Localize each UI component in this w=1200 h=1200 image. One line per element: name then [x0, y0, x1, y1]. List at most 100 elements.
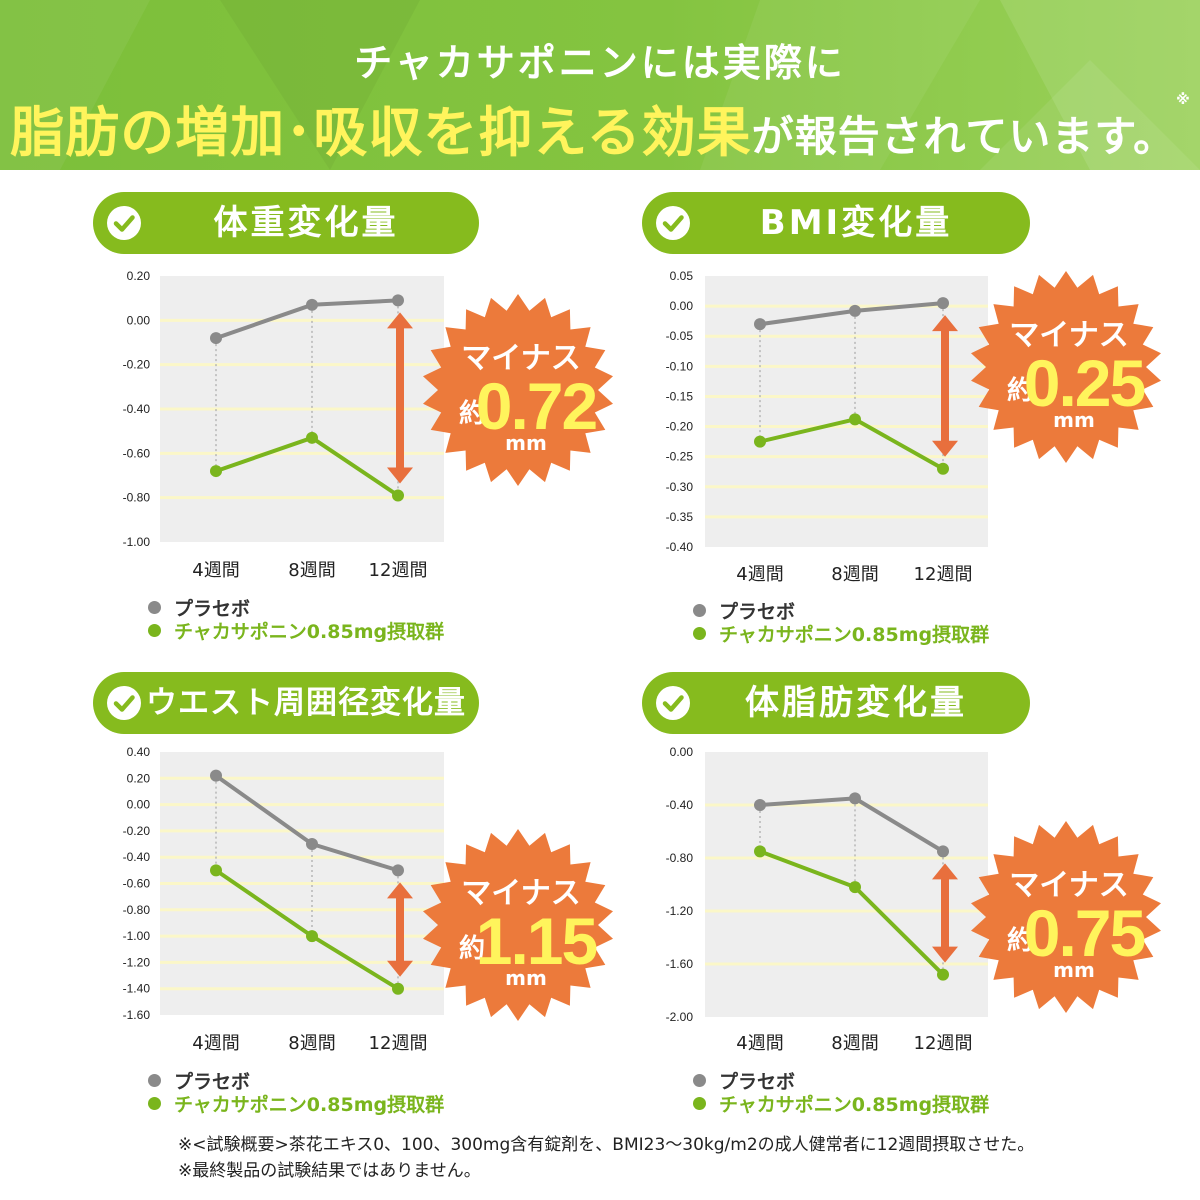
badge-prefix: 約	[1007, 925, 1033, 956]
badge-starburst	[423, 294, 613, 486]
check-circle-icon	[107, 686, 141, 720]
y-tick-label: -0.40	[666, 540, 694, 554]
legend-dot-green	[148, 1097, 161, 1110]
y-tick-label: -1.60	[123, 1008, 151, 1022]
header-facets	[0, 0, 1200, 170]
data-point-placebo	[306, 298, 318, 311]
y-tick-label: -0.30	[666, 480, 694, 494]
badge-prefix: 約	[459, 933, 485, 964]
panel-title-weight: 体重変化量	[213, 203, 399, 243]
y-tick-label: -1.00	[123, 535, 151, 549]
y-tick-label: -0.60	[123, 877, 151, 891]
badge-starburst	[971, 821, 1161, 1013]
header-line-1: チャカサポニンには実際に	[354, 41, 846, 85]
header-highlight: 脂肪の増加･吸収を抑える効果	[10, 101, 752, 164]
x-tick-label: 8週間	[831, 1033, 878, 1054]
badge-label: マイナス	[1009, 318, 1128, 353]
x-tick-label: 12週間	[914, 1033, 973, 1054]
panel-title-waist: ウエスト周囲径変化量	[146, 685, 466, 721]
legend-label-placebo: プラセボ	[174, 1071, 251, 1093]
footnote-2: ※最終製品の試験結果ではありません。	[178, 1161, 481, 1181]
legend-bmi: プラセボ チャカサポニン0.85mg摂取群	[693, 599, 989, 646]
legend-dot-gray	[148, 1074, 161, 1087]
legend-item-treatment: チャカサポニン0.85mg摂取群	[693, 622, 989, 646]
arrow-head-up-icon	[932, 863, 958, 880]
badge-unit: mm	[505, 431, 547, 455]
legend-label-placebo: プラセボ	[719, 1071, 796, 1093]
legend-item-treatment: チャカサポニン0.85mg摂取群	[148, 619, 445, 643]
y-tick-label: 0.00	[670, 299, 694, 313]
data-point-treatment	[754, 435, 766, 448]
legend-label-treatment: チャカサポニン0.85mg摂取群	[174, 621, 445, 643]
legend-label-placebo: プラセボ	[174, 598, 251, 620]
legend-label-treatment: チャカサポニン0.85mg摂取群	[719, 1094, 990, 1116]
y-tick-label: 0.00	[127, 313, 151, 327]
legend-item-placebo: プラセボ	[148, 596, 444, 620]
check-circle-icon	[107, 206, 141, 240]
check-circle-icon	[656, 686, 690, 720]
legend-dot-gray	[693, 604, 706, 617]
legend-waist: プラセボ チャカサポニン0.85mg摂取群	[148, 1069, 445, 1116]
badge-prefix: 約	[1007, 375, 1033, 406]
badge-value: 1.15	[476, 904, 597, 978]
x-tick-label: 4週間	[736, 1033, 783, 1054]
panel-title-pill-weight: 体重変化量	[93, 192, 479, 254]
badge-unit: mm	[1053, 958, 1095, 982]
arrow-head-down-icon	[932, 440, 958, 457]
data-point-placebo	[849, 304, 861, 317]
chart-1: 0.05 0.00 -0.05 -0.10 -0.15 -0.20 -0.25 -0.30 -0…	[666, 269, 1161, 585]
data-point-placebo	[210, 769, 222, 782]
legend-item-treatment: チャカサポニン0.85mg摂取群	[148, 1092, 445, 1116]
data-point-treatment	[210, 465, 222, 478]
data-point-treatment	[306, 431, 318, 444]
y-tick-label: 0.20	[127, 269, 151, 283]
y-tick-label: -0.40	[123, 402, 151, 416]
panel-title-pill-bodyfat: 体脂肪変化量	[642, 672, 1030, 734]
x-tick-label: 8週間	[288, 560, 335, 581]
badge-value: 0.25	[1024, 346, 1145, 420]
y-tick-label: -0.05	[666, 329, 694, 343]
y-tick-label: -0.25	[666, 450, 694, 464]
legend-label-treatment: チャカサポニン0.85mg摂取群	[174, 1094, 445, 1116]
badge-starburst	[971, 271, 1161, 463]
data-point-placebo	[754, 799, 766, 811]
arrow-head-down-icon	[387, 960, 413, 977]
y-tick-label: 0.00	[127, 798, 151, 812]
badge-unit: mm	[505, 966, 547, 990]
data-point-placebo	[849, 792, 861, 805]
y-tick-label: -1.60	[666, 957, 694, 971]
data-point-treatment	[937, 968, 949, 981]
badge-label: マイナス	[1009, 868, 1128, 903]
chart-0: 0.20 0.00 -0.20 -0.40 -0.60 -0.80 -1.00 4週間 8週間 1…	[123, 269, 613, 581]
legend-label-placebo: プラセボ	[719, 601, 796, 623]
header-banner: チャカサポニンには実際に 脂肪の増加･吸収を抑える効果が報告されています。 ※	[0, 0, 1200, 170]
y-tick-label: 0.00	[670, 745, 694, 759]
y-tick-label: -0.80	[123, 491, 151, 505]
panel-title-bmi: BMI変化量	[759, 203, 953, 243]
y-tick-label: -1.00	[123, 929, 151, 943]
y-tick-label: 0.40	[127, 745, 151, 759]
check-circle-icon	[656, 206, 690, 240]
x-tick-label: 12週間	[914, 564, 973, 585]
legend-item-placebo: プラセボ	[693, 1069, 989, 1093]
y-tick-label: -0.80	[123, 903, 151, 917]
legend-item-placebo: プラセボ	[693, 599, 989, 623]
y-tick-label: -1.20	[123, 955, 151, 969]
badge-unit: mm	[1053, 408, 1095, 432]
y-tick-label: -0.35	[666, 510, 694, 524]
data-point-treatment	[392, 982, 404, 995]
y-tick-label: -0.15	[666, 389, 694, 403]
y-tick-label: -0.80	[666, 851, 694, 865]
arrow-head-down-icon	[387, 467, 413, 484]
chart-2: 0.40 0.20 0.00 -0.20 -0.40 -0.60 -0.80 -1.00 -1.…	[123, 745, 613, 1054]
data-point-placebo	[937, 845, 949, 858]
y-tick-label: -1.20	[666, 904, 694, 918]
y-tick-label: 0.20	[127, 771, 151, 785]
y-tick-label: -1.40	[123, 982, 151, 996]
header-rest: が報告されています。	[751, 112, 1177, 161]
data-point-treatment	[937, 462, 949, 475]
y-tick-label: -0.40	[123, 850, 151, 864]
data-point-placebo	[937, 297, 949, 310]
panel-title-pill-bmi: BMI変化量	[642, 192, 1030, 254]
